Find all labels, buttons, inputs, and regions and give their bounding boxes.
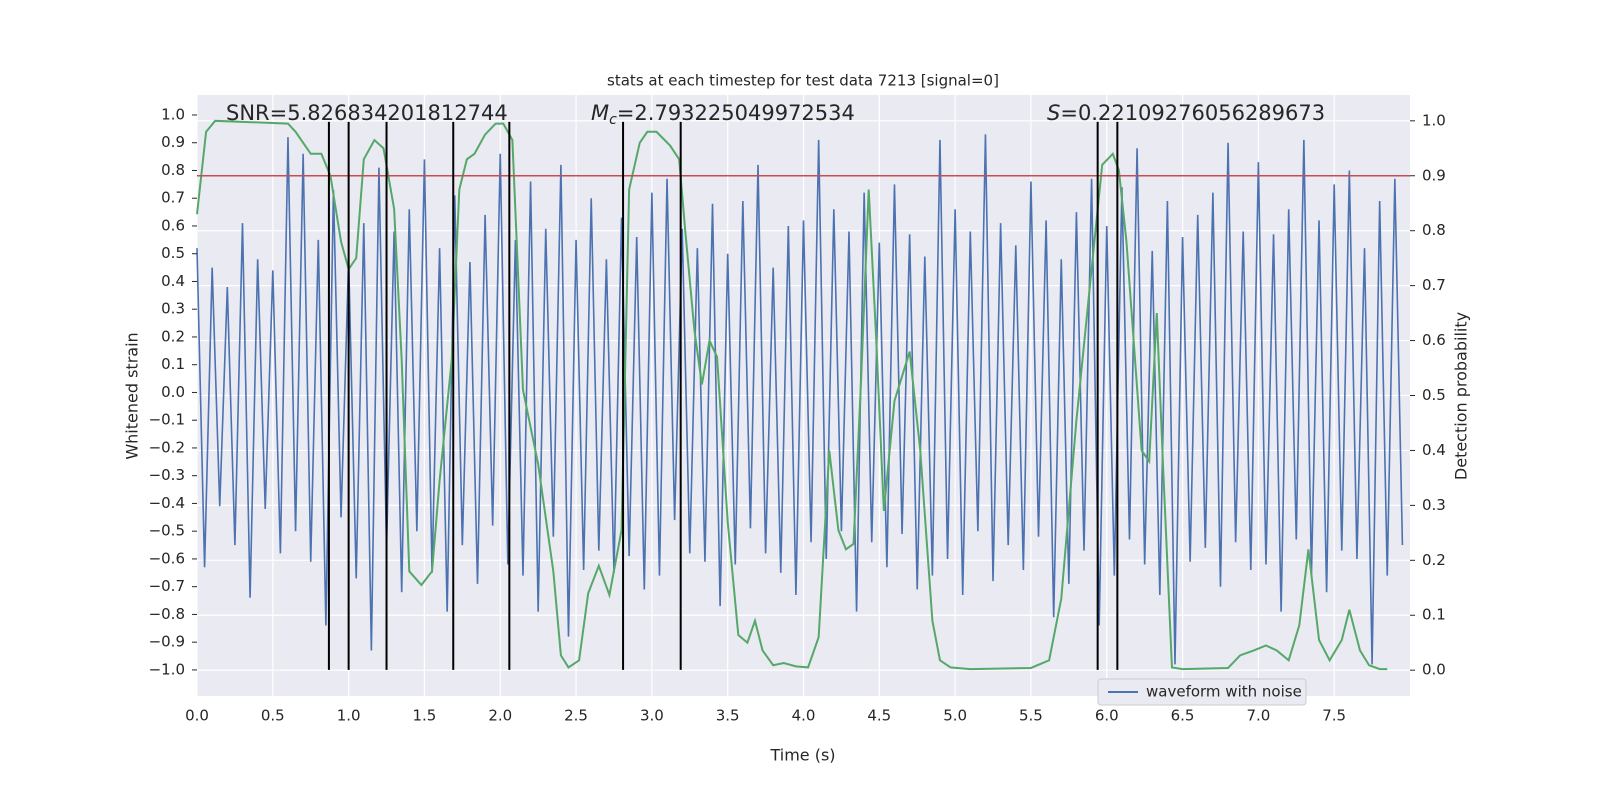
- series-line: [196, 119, 1388, 671]
- y2-tick-label: 0.9: [1422, 166, 1446, 184]
- x-tick-label: 3.5: [716, 707, 740, 725]
- y-tick-label: 0.1: [161, 355, 185, 373]
- x-tick-label: 2.5: [564, 707, 588, 725]
- x-tick-label: 7.5: [1322, 707, 1346, 725]
- annotation-symbol: M: [591, 101, 609, 125]
- y-tick-label: 0.0: [161, 383, 185, 401]
- y-tick-label: 0.9: [161, 133, 185, 151]
- annotation-text: =2.793225049972534: [617, 101, 855, 125]
- y-tick-label: −0.6: [149, 549, 185, 567]
- x-tick-label: 0.0: [185, 707, 209, 725]
- x-tick-label: 7.0: [1246, 707, 1270, 725]
- y-tick-label: 0.8: [161, 161, 185, 179]
- x-tick-label: 0.5: [261, 707, 285, 725]
- y2-axis-label: Detection probability: [1452, 312, 1471, 480]
- y-tick-label: −0.7: [149, 577, 185, 595]
- y-tick-label: −0.3: [149, 466, 185, 484]
- chart-title: stats at each timestep for test data 721…: [607, 72, 999, 90]
- annotation-subscript: c: [609, 112, 617, 128]
- y2-tick-label: 0.0: [1422, 661, 1446, 679]
- y-tick-label: −0.5: [149, 522, 185, 540]
- y2-tick-label: 0.3: [1422, 496, 1446, 514]
- x-tick-label: 5.5: [1019, 707, 1043, 725]
- annotation: SNR=5.826834201812744: [226, 101, 508, 125]
- y-tick-label: 1.0: [161, 105, 185, 123]
- series-line: [196, 134, 1404, 665]
- x-tick-label: 6.0: [1095, 707, 1119, 725]
- y-tick-label: −0.2: [149, 438, 185, 456]
- y-tick-label: 0.5: [161, 244, 185, 262]
- legend-label: waveform with noise: [1146, 683, 1302, 701]
- x-tick-label: 4.5: [867, 707, 891, 725]
- y2-tick-label: 0.7: [1422, 276, 1446, 294]
- y2-tick-label: 0.2: [1422, 551, 1446, 569]
- annotation: S=0.22109276056289673: [1047, 101, 1325, 125]
- x-tick-label: 2.0: [488, 707, 512, 725]
- y-tick-label: −0.9: [149, 633, 185, 651]
- annotation: Mc=2.793225049972534: [591, 101, 855, 128]
- y2-tick-label: 1.0: [1422, 111, 1446, 129]
- y-tick-label: −1.0: [149, 660, 185, 678]
- legend-box: [1097, 678, 1307, 706]
- y2-tick-label: 0.8: [1422, 221, 1446, 239]
- x-axis-label: Time (s): [769, 746, 835, 765]
- annotation-symbol: S: [1047, 101, 1060, 125]
- y-tick-label: −0.1: [149, 411, 185, 429]
- x-tick-label: 1.5: [413, 707, 437, 725]
- x-tick-label: 1.0: [337, 707, 361, 725]
- y-tick-label: 0.2: [161, 327, 185, 345]
- annotation-text: =0.22109276056289673: [1060, 101, 1325, 125]
- y2-tick-label: 0.6: [1422, 331, 1446, 349]
- x-tick-label: 4.0: [792, 707, 816, 725]
- y-axis-label: Whitened strain: [123, 332, 142, 459]
- y-tick-label: 0.6: [161, 216, 185, 234]
- y2-tick-label: 0.5: [1422, 386, 1446, 404]
- y-tick-label: −0.4: [149, 494, 185, 512]
- x-tick-label: 6.5: [1171, 707, 1195, 725]
- y-tick-label: −0.8: [149, 605, 185, 623]
- x-tick-label: 3.0: [640, 707, 664, 725]
- y2-tick-label: 0.4: [1422, 441, 1446, 459]
- y2-tick-label: 0.1: [1422, 606, 1446, 624]
- x-tick-label: 5.0: [943, 707, 967, 725]
- y-tick-label: 0.3: [161, 300, 185, 318]
- y-tick-label: 0.4: [161, 272, 185, 290]
- y-tick-label: 0.7: [161, 189, 185, 207]
